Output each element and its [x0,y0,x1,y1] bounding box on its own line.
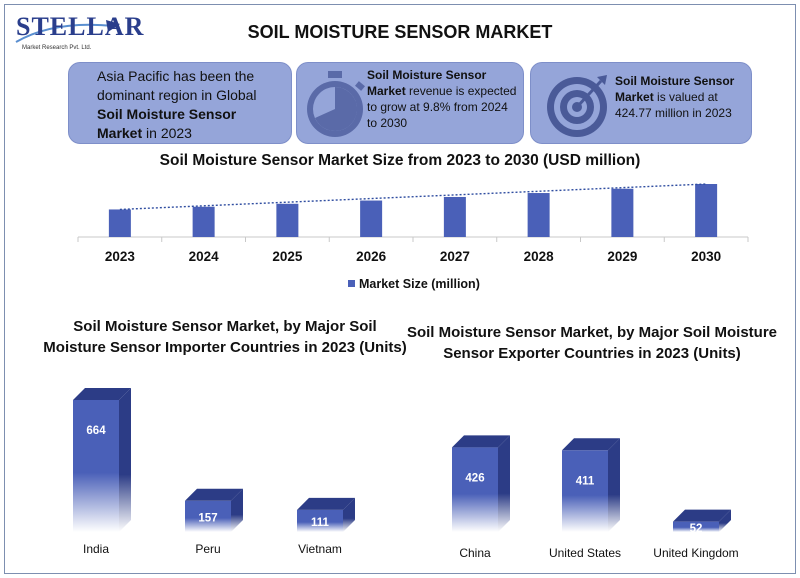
importer-chart-title: Soil Moisture Sensor Market, by Major So… [43,318,407,356]
bar-front [185,500,231,532]
page-frame [4,4,796,574]
bar-front [452,447,498,532]
info-card-region: Asia Pacific has been the dominant regio… [68,62,292,144]
data-label: 426 [465,472,484,484]
data-label: 664 [86,425,106,437]
exporter-chart-title: Soil Moisture Sensor Market, by Major So… [406,324,778,362]
market-bar [360,200,383,237]
logo-swoosh-icon [15,20,120,43]
bar-front [673,521,719,532]
x-tick-label: 2025 [272,249,303,264]
bar-top [73,388,131,400]
info-card-text-bold: Soil Moisture Sensor Market [367,68,487,98]
info-card-text-pre: Asia Pacific has been the dominant regio… [97,68,257,103]
bar-side [343,497,355,532]
info-card-text-bold: Soil Moisture Sensor Market [97,106,237,141]
market-bar [192,206,215,237]
info-card-text-post: revenue is expected to grow at 9.8% from… [367,84,517,130]
exporter-chart: 426 China 411 United States 52 United Kingdom [452,435,739,560]
x-tick-label: 2023 [105,249,136,264]
category-label: United Kingdom [653,546,738,560]
data-label: 411 [576,475,595,487]
info-card-growth: Soil Moisture Sensor Market revenue is e… [296,62,524,144]
importer-chart: 664 India 157 Peru 111 Vietnam [73,388,355,556]
x-tick-label: 2028 [524,249,555,264]
x-tick-label: 2029 [607,249,637,264]
logo-subtext: Market Research Pvt. Ltd. [22,45,92,51]
category-label: India [83,542,109,556]
market-bar [443,196,466,237]
trendline [119,183,707,211]
bar-top [673,509,731,522]
legend-label: Market Size (million) [359,277,480,291]
market-bar [527,193,550,237]
x-tick-label: 2027 [440,249,470,264]
market-bar [611,188,634,237]
data-label: 157 [198,512,217,524]
market-bar [695,184,718,237]
target-icon [547,75,607,137]
category-label: United States [549,546,621,560]
bar-side [498,435,510,532]
data-label: 52 [690,523,703,535]
stopwatch-icon [307,71,365,137]
page-title: SOIL MOISTURE SENSOR MARKET [247,22,553,42]
legend-swatch [348,280,355,287]
info-card-value: Soil Moisture Sensor Market is valued at… [530,62,752,144]
bar-side [719,509,731,532]
category-label: China [459,546,491,560]
bar-side [608,438,620,532]
x-tick-label: 2024 [189,249,220,264]
category-label: Vietnam [298,542,342,556]
bar-front [73,400,119,532]
x-tick-label: 2026 [356,249,387,264]
market-size-chart: 2023 2024 2025 2026 2027 2028 2029 2030 Market S… [77,183,749,291]
bar-top [297,497,355,510]
bar-top [452,435,510,448]
market-size-chart-title: Soil Moisture Sensor Market Size from 20… [159,152,641,169]
info-card-text-post: in 2023 [142,125,192,141]
bar-side [119,388,131,532]
bar-front [562,450,608,532]
info-card-text-bold: Soil Moisture Sensor Market [615,74,735,104]
data-label: 111 [311,517,330,529]
bar-top [562,438,620,451]
market-bar [276,203,299,237]
bar-top [185,488,243,501]
logo-text: STELLAR [16,12,145,41]
stellar-logo: STELLAR Market Research Pvt. Ltd. [14,12,143,56]
market-bar [108,209,131,237]
bar-front [297,509,343,532]
category-label: Peru [195,542,220,556]
bar-side [231,488,243,532]
x-tick-label: 2030 [691,249,721,264]
info-card-text-post: is valued at 424.77 million in 2023 [615,90,732,120]
